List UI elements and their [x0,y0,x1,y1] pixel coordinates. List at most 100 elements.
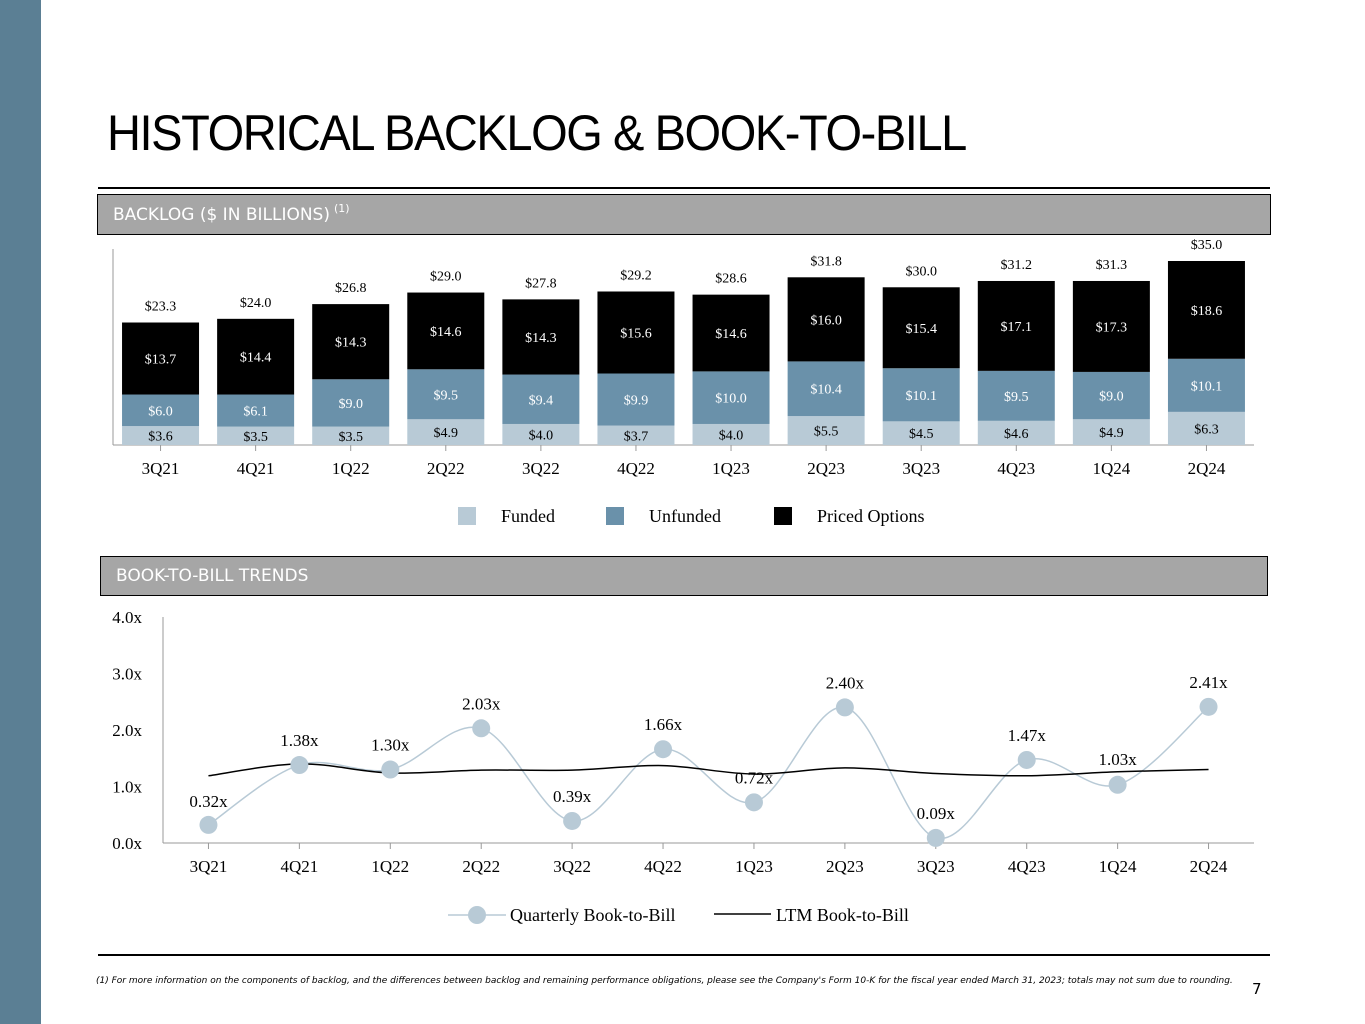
data-label: 1.38x [280,731,319,750]
data-label: $14.6 [430,325,462,340]
data-label: $17.3 [1096,320,1128,335]
y-tick-label: 2.0x [112,721,142,740]
data-label: 1.30x [371,736,410,755]
legend-swatch-funded [458,507,476,525]
data-label: 0.32x [189,792,228,811]
data-point-marker [1017,750,1036,769]
data-point-marker [835,698,854,717]
bar-segment-priced-options [597,291,675,374]
bar-segment-unfunded [1167,358,1245,412]
x-tick-label: 1Q24 [1092,459,1130,478]
page-title: HISTORICAL BACKLOG & BOOK-TO-BILL [107,105,967,161]
bar-segment-priced-options [312,304,390,380]
bar-segment-unfunded [787,361,865,417]
data-label: 2.03x [462,694,501,713]
bar-segment-priced-options [692,294,770,372]
x-tick-label: 2Q23 [807,459,845,478]
total-label: $23.3 [145,300,177,315]
x-tick-label: 3Q21 [142,459,180,478]
data-label: 2.40x [826,673,865,692]
data-label: $17.1 [1001,320,1033,335]
data-label: $10.1 [905,389,937,404]
x-tick-label: 4Q22 [644,857,682,876]
data-label: $6.0 [148,404,173,419]
x-tick-label: 1Q24 [1099,857,1137,876]
bar-segment-funded [217,426,295,445]
total-label: $31.8 [810,254,842,269]
legend-label: Unfunded [649,506,721,526]
total-label: $27.8 [525,276,557,291]
bar-segment-unfunded [502,374,580,424]
bar-segment-priced-options [407,292,485,370]
x-tick-label: 1Q23 [712,459,750,478]
bar-segment-funded [882,421,960,445]
data-label: $3.7 [624,429,649,444]
legend-label: Priced Options [817,506,925,526]
bar-segment-priced-options [1072,280,1150,372]
data-label: $15.6 [620,326,652,341]
data-point-marker [744,793,763,812]
data-label: $6.3 [1194,422,1219,437]
footnote: (1) For more information on the componen… [96,976,1233,986]
data-label: $9.0 [1099,390,1124,405]
data-point-marker [381,760,400,779]
x-tick-label: 2Q22 [427,459,465,478]
btb-section-header: BOOK-TO-BILL TRENDS [100,556,1268,596]
bar-segment-priced-options [122,322,200,395]
x-tick-label: 1Q22 [332,459,370,478]
data-label: $4.0 [719,428,744,443]
sidebar-accent [0,0,41,1024]
x-tick-label: 2Q22 [462,857,500,876]
data-label: $4.9 [434,426,459,441]
bar-segment-funded [407,419,485,445]
data-label: $9.0 [338,397,363,412]
data-point-marker [1199,697,1218,716]
data-label: $9.5 [434,388,459,403]
x-tick-label: 2Q24 [1190,857,1228,876]
total-label: $30.0 [905,264,937,279]
y-tick-label: 3.0x [112,665,142,684]
data-label: 2.41x [1189,673,1228,692]
total-label: $29.2 [620,268,652,283]
data-label: $3.5 [338,430,363,445]
legend-label: Quarterly Book-to-Bill [510,905,675,925]
bar-segment-funded [597,425,675,445]
data-label: $13.7 [145,353,177,368]
bar-segment-priced-options [217,318,295,395]
data-label: $5.5 [814,425,839,440]
data-point-marker [290,756,309,775]
data-label: 0.09x [917,804,956,823]
data-label: $15.4 [905,322,937,337]
data-label: $14.4 [240,351,272,366]
x-tick-label: 1Q23 [735,857,773,876]
bar-segment-priced-options [1167,261,1245,359]
data-label: $14.3 [525,331,557,346]
data-label: $16.0 [810,313,842,328]
backlog-section-label: BACKLOG ($ IN BILLIONS) [113,204,330,225]
series-line-ltm-book-to-bill [208,763,1209,777]
btb-section-label: BOOK-TO-BILL TRENDS [116,566,309,586]
bar-segment-unfunded [1072,371,1150,420]
bar-segment-funded [122,426,200,445]
bar-segment-priced-options [787,277,865,362]
data-label: $4.6 [1004,427,1029,442]
data-label: $14.3 [335,336,367,351]
data-label: $10.4 [810,383,842,398]
x-tick-label: 3Q21 [190,857,228,876]
y-tick-label: 4.0x [112,608,142,627]
data-label: 1.47x [1008,726,1047,745]
data-point-marker [1108,775,1127,794]
data-point-marker [926,828,945,847]
bar-segment-unfunded [312,379,390,427]
x-tick-label: 4Q22 [617,459,655,478]
total-label: $24.0 [240,296,272,311]
data-label: $6.1 [243,405,268,420]
x-tick-label: 3Q23 [902,459,940,478]
total-label: $29.0 [430,270,462,285]
x-tick-label: 4Q23 [1008,857,1046,876]
y-tick-label: 1.0x [112,778,142,797]
data-label: $3.6 [148,430,173,445]
legend-swatch-unfunded [606,507,624,525]
data-point-marker [199,815,218,834]
